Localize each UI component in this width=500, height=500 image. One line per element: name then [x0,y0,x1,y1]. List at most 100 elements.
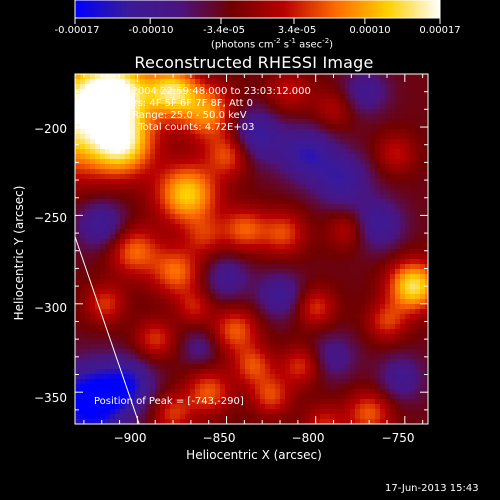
heatmap-cell [210,394,216,400]
heatmap-cell [230,204,236,210]
heatmap-cell [85,319,91,325]
heatmap-cell [385,164,391,170]
heatmap-cell [380,414,386,420]
heatmap-cell [405,294,411,300]
heatmap-cell [155,269,161,275]
heatmap-cell [400,224,406,230]
heatmap-cell [420,79,426,85]
heatmap-cell [250,309,256,315]
heatmap-cell [270,384,276,390]
heatmap-cell [385,139,391,145]
heatmap-cell [165,409,171,415]
heatmap-cell [365,414,371,420]
heatmap-cell [350,389,356,395]
heatmap-cell [375,344,381,350]
heatmap-cell [210,244,216,250]
heatmap-cell [160,384,166,390]
heatmap-cell [210,384,216,390]
heatmap-cell [365,99,371,105]
heatmap-cell [155,174,161,180]
heatmap-cell [260,169,266,175]
heatmap-cell [155,79,161,85]
heatmap-cell [165,374,171,380]
heatmap-cell [310,259,316,265]
heatmap-cell [80,294,86,300]
heatmap-cell [170,399,176,405]
heatmap-cell [105,324,111,330]
heatmap-cell [145,209,151,215]
heatmap-cell [105,409,111,415]
heatmap-cell [315,219,321,225]
heatmap-cell [310,174,316,180]
heatmap-cell [165,204,171,210]
heatmap-cell [215,219,221,225]
heatmap-cell [190,174,196,180]
heatmap-cell [200,104,206,110]
heatmap-cell [335,354,341,360]
heatmap-cell [375,124,381,130]
heatmap-cell [110,124,116,130]
heatmap-cell [295,414,301,420]
heatmap-cell [210,329,216,335]
heatmap-cell [255,144,261,150]
heatmap-cell [125,204,131,210]
heatmap-cell [345,159,351,165]
heatmap-cell [265,374,271,380]
heatmap-cell [135,174,141,180]
heatmap-cell [255,154,261,160]
heatmap-cell [120,254,126,260]
heatmap-cell [350,209,356,215]
heatmap-cell [210,219,216,225]
heatmap-cell [385,174,391,180]
heatmap-cell [365,314,371,320]
heatmap-cell [425,324,428,330]
heatmap-cell [125,159,131,165]
heatmap-cell [80,404,86,410]
heatmap-cell [190,219,196,225]
heatmap-cell [205,324,211,330]
heatmap-cell [355,109,361,115]
heatmap-cell [205,219,211,225]
heatmap-cell [205,234,211,240]
heatmap-cell [355,139,361,145]
heatmap-cell [210,174,216,180]
heatmap-cell [145,214,151,220]
heatmap-cell [250,209,256,215]
heatmap-cell [420,204,426,210]
heatmap-cell [400,159,406,165]
heatmap-cell [150,224,156,230]
heatmap-cell [215,124,221,130]
heatmap-cell [90,399,96,405]
heatmap-cell [310,154,316,160]
heatmap-cell [205,309,211,315]
heatmap-cell [75,119,81,125]
heatmap-cell [200,379,206,385]
heatmap-cell [400,319,406,325]
heatmap-cell [300,99,306,105]
heatmap-cell [335,374,341,380]
heatmap-cell [185,244,191,250]
heatmap-cell [185,184,191,190]
heatmap-cell [180,179,186,185]
heatmap-cell [260,309,266,315]
heatmap-cell [390,274,396,280]
heatmap-cell [385,239,391,245]
heatmap-cell [375,74,381,80]
heatmap-cell [195,284,201,290]
heatmap-cell [260,354,266,360]
heatmap-cell [80,354,86,360]
heatmap-cell [255,189,261,195]
heatmap-cell [365,364,371,370]
heatmap-cell [150,159,156,165]
heatmap-cell [305,254,311,260]
heatmap-cell [245,309,251,315]
heatmap-cell [235,339,241,345]
heatmap-cell [170,129,176,135]
heatmap-cell [350,374,356,380]
heatmap-cell [220,319,226,325]
heatmap-cell [80,324,86,330]
heatmap-cell [140,294,146,300]
heatmap-cell [370,344,376,350]
heatmap-cell [110,224,116,230]
heatmap-cell [80,114,86,120]
